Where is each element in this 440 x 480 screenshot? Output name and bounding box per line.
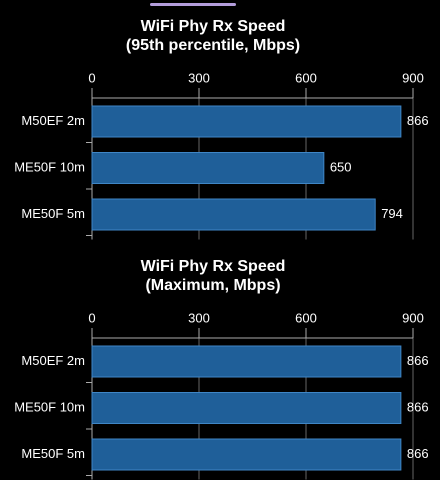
chart-title: (95th percentile, Mbps): [126, 37, 300, 54]
chart-title: WiFi Phy Rx Speed: [141, 18, 286, 35]
x-tick-label: 0: [88, 310, 95, 325]
bar: [91, 198, 376, 231]
y-tick-label: M50EF 2m: [21, 113, 85, 128]
x-tick-label: 600: [295, 70, 317, 85]
chart-title: (Maximum, Mbps): [145, 277, 280, 294]
x-tick-label: 300: [188, 310, 210, 325]
bar: [91, 105, 402, 138]
bar: [91, 345, 402, 378]
y-tick-label: ME50F 5m: [21, 446, 85, 461]
x-tick-label: 600: [295, 310, 317, 325]
chart-title: WiFi Phy Rx Speed: [141, 258, 286, 275]
bar: [91, 152, 325, 184]
y-tick-label: ME50F 5m: [21, 206, 85, 221]
value-label: 650: [330, 159, 352, 174]
y-tick-label: ME50F 10m: [14, 159, 85, 174]
x-tick-label: 900: [402, 70, 424, 85]
tab-indicator: [150, 3, 236, 6]
value-label: 866: [407, 353, 429, 368]
x-tick-label: 900: [402, 310, 424, 325]
y-tick-label: ME50F 10m: [14, 399, 85, 414]
bar: [91, 392, 402, 424]
value-label: 866: [407, 446, 429, 461]
y-tick-label: M50EF 2m: [21, 353, 85, 368]
bar: [91, 438, 402, 471]
x-tick-label: 0: [88, 70, 95, 85]
x-tick-label: 300: [188, 70, 210, 85]
value-label: 866: [407, 113, 429, 128]
value-label: 866: [407, 399, 429, 414]
value-label: 794: [381, 206, 403, 221]
